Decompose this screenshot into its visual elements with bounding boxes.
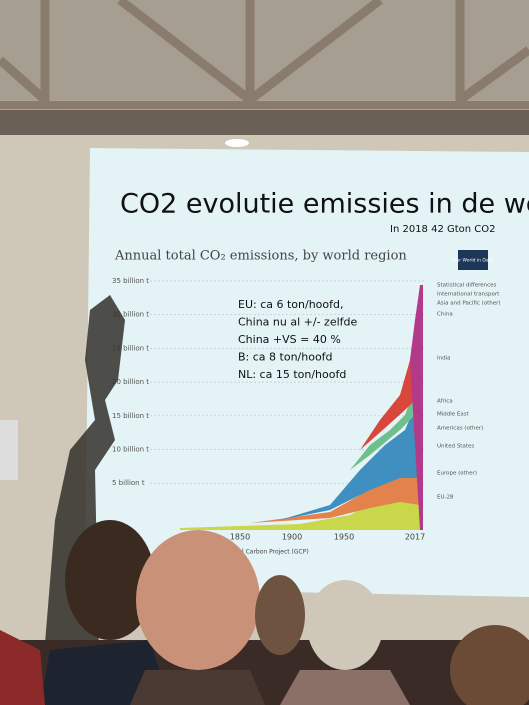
y-label: 35 billion t (112, 277, 149, 285)
legend-label: Africa (437, 399, 453, 405)
shoulders (280, 670, 410, 705)
area-chart (180, 285, 423, 530)
chart-title: Annual total CO₂ emissions, by world reg… (114, 249, 407, 264)
beams (0, 0, 529, 110)
legend-label: China (437, 312, 453, 318)
y-label: 20 billion t (112, 378, 149, 386)
legend-label: Europe (other) (437, 471, 477, 477)
presenter-edge (0, 420, 18, 480)
note: NL: ca 15 ton/hoofd (238, 368, 346, 381)
note: EU: ca 6 ton/hoofd, (238, 298, 344, 311)
logo: Our World in Data (453, 258, 494, 264)
head (65, 520, 155, 640)
x-label: 1850 (230, 533, 250, 542)
y-label: 10 billion t (112, 446, 149, 454)
legend-label: Asia and Pacific (other) (437, 301, 501, 307)
source: Source: Global Carbon Project (GCP) (200, 549, 309, 556)
y-label: 30 billion t (112, 311, 149, 319)
presenter-shadow (40, 295, 125, 705)
head (307, 580, 383, 670)
note: China nu al +/- zelfde (238, 316, 357, 329)
legend-label: EU-28 (437, 495, 454, 501)
legend-label: United States (437, 444, 474, 450)
legend-label: Statistical differences (437, 283, 497, 289)
beam (0, 110, 529, 135)
note: China +VS = 40 % (238, 333, 341, 346)
y-label: 5 billion t (112, 479, 145, 487)
y-label: 25 billion t (112, 344, 149, 352)
x-label: 1900 (282, 533, 302, 542)
slide-subtitle: In 2018 42 Gton CO2 (390, 224, 496, 235)
light (225, 139, 249, 147)
legend-label: India (437, 356, 451, 362)
head (450, 625, 529, 705)
slide-title: CO2 evolutie emissies in de wereld (120, 189, 529, 220)
x-label: 2017 (405, 533, 425, 542)
shoulders (130, 670, 265, 705)
y-label: 15 billion t (112, 412, 149, 420)
shoulders (0, 630, 45, 705)
x-label: 1950 (334, 533, 354, 542)
note: B: ca 8 ton/hoofd (238, 351, 333, 364)
legend-label: Americas (other) (437, 426, 483, 432)
legend-label: International transport (437, 292, 500, 298)
legend-label: Middle East (437, 412, 470, 418)
logo-box (458, 250, 488, 270)
head (136, 530, 260, 670)
head (255, 575, 305, 655)
